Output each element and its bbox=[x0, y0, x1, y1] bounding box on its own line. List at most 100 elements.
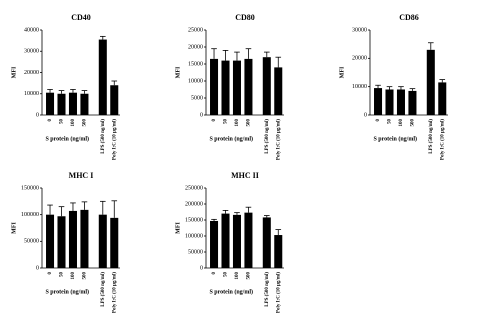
x-tick-label: LPS (500 ng/ml) bbox=[101, 119, 106, 154]
x-tick-label: 0 bbox=[48, 119, 53, 122]
bar bbox=[68, 92, 77, 115]
bar bbox=[46, 214, 55, 268]
x-tick-label: Poly I:C (10 µg/ml) bbox=[112, 272, 117, 313]
bar bbox=[221, 213, 230, 268]
y-tick-label: 20000 bbox=[188, 44, 203, 50]
bar bbox=[396, 89, 405, 115]
x-tick-label: 50 bbox=[224, 272, 229, 278]
bar bbox=[385, 89, 394, 115]
x-tick-label: 100 bbox=[235, 119, 240, 127]
bar bbox=[426, 49, 435, 116]
x-tick-label: 0 bbox=[376, 119, 381, 122]
y-tick-label: 20000 bbox=[352, 56, 367, 62]
x-tick-label: LPS (500 ng/ml) bbox=[429, 119, 434, 154]
x-tick-label: 50 bbox=[388, 119, 393, 125]
bar bbox=[374, 88, 383, 115]
x-axis-label: S protein (ng/ml) bbox=[45, 135, 89, 142]
x-axis-label: S protein (ng/ml) bbox=[209, 288, 253, 295]
bar bbox=[438, 82, 447, 115]
x-tick-label: 500 bbox=[411, 119, 416, 127]
y-tick-label: 200000 bbox=[185, 201, 203, 207]
x-tick-label: Poly I:C (10 µg/ml) bbox=[276, 119, 281, 160]
bar bbox=[244, 58, 253, 115]
x-tick-label: 100 bbox=[399, 119, 404, 127]
x-tick-label: 50 bbox=[60, 119, 65, 125]
bar bbox=[232, 60, 241, 115]
chart-title: CD86 bbox=[399, 13, 419, 22]
bar bbox=[110, 85, 119, 115]
y-tick-label: 0 bbox=[36, 112, 39, 118]
y-axis-label: MFI bbox=[339, 66, 345, 78]
y-tick-label: 50000 bbox=[24, 239, 39, 245]
y-tick-label: 150000 bbox=[21, 185, 39, 191]
x-tick-label: 500 bbox=[83, 119, 88, 127]
x-tick-label: LPS (500 ng/ml) bbox=[265, 272, 270, 307]
y-tick-label: 0 bbox=[200, 265, 203, 271]
y-tick-label: 10000 bbox=[188, 78, 203, 84]
y-tick-label: 10000 bbox=[24, 91, 39, 97]
bar bbox=[262, 217, 271, 268]
y-tick-label: 150000 bbox=[185, 217, 203, 223]
x-tick-label: Poly I:C (10 µg/ml) bbox=[276, 272, 281, 313]
y-tick-label: 0 bbox=[36, 265, 39, 271]
y-axis-label: MFI bbox=[11, 222, 17, 234]
y-tick-label: 100000 bbox=[21, 212, 39, 218]
bar bbox=[80, 209, 89, 268]
y-tick-label: 50000 bbox=[188, 249, 203, 255]
bar bbox=[98, 214, 107, 268]
chart-title: CD40 bbox=[71, 13, 91, 22]
bar bbox=[232, 214, 241, 268]
y-tick-label: 10000 bbox=[352, 84, 367, 90]
bar bbox=[210, 58, 219, 115]
y-tick-label: 20000 bbox=[24, 70, 39, 76]
x-tick-label: LPS (500 ng/ml) bbox=[265, 119, 270, 154]
y-tick-label: 250000 bbox=[185, 185, 203, 191]
x-tick-label: 100 bbox=[71, 272, 76, 280]
y-tick-label: 100000 bbox=[185, 233, 203, 239]
bar bbox=[46, 92, 55, 115]
x-tick-label: 0 bbox=[48, 272, 53, 275]
y-tick-label: 15000 bbox=[188, 61, 203, 67]
y-tick-label: 25000 bbox=[188, 27, 203, 33]
y-tick-label: 0 bbox=[200, 112, 203, 118]
bar bbox=[408, 90, 417, 115]
y-tick-label: 5000 bbox=[191, 95, 203, 101]
x-axis-label: S protein (ng/ml) bbox=[45, 288, 89, 295]
y-axis-label: MFI bbox=[11, 66, 17, 78]
x-tick-label: 0 bbox=[212, 119, 217, 122]
x-axis-label: S protein (ng/ml) bbox=[373, 135, 417, 142]
bar bbox=[274, 235, 283, 268]
bar bbox=[274, 67, 283, 115]
bar bbox=[210, 220, 219, 268]
x-tick-label: 0 bbox=[212, 272, 217, 275]
y-tick-label: 30000 bbox=[352, 27, 367, 33]
x-tick-label: 50 bbox=[60, 272, 65, 278]
y-tick-label: 30000 bbox=[24, 49, 39, 55]
x-tick-label: 50 bbox=[224, 119, 229, 125]
chart-title: CD80 bbox=[235, 13, 255, 22]
bar bbox=[68, 210, 77, 268]
y-tick-label: 40000 bbox=[24, 27, 39, 33]
x-tick-label: 500 bbox=[247, 119, 252, 127]
bar bbox=[110, 217, 119, 268]
y-axis-label: MFI bbox=[175, 222, 181, 234]
chart-title: MHC I bbox=[69, 171, 94, 180]
y-axis-label: MFI bbox=[175, 66, 181, 78]
x-tick-label: 100 bbox=[235, 272, 240, 280]
x-tick-label: 500 bbox=[83, 272, 88, 280]
bar bbox=[57, 216, 66, 268]
x-tick-label: 500 bbox=[247, 272, 252, 280]
bar bbox=[80, 93, 89, 115]
x-tick-label: Poly I:C (10 µg/ml) bbox=[440, 119, 445, 160]
x-tick-label: Poly I:C (10 µg/ml) bbox=[112, 119, 117, 160]
x-tick-label: 100 bbox=[71, 119, 76, 127]
x-axis-label: S protein (ng/ml) bbox=[209, 135, 253, 142]
chart-title: MHC II bbox=[231, 171, 259, 180]
bar bbox=[98, 39, 107, 115]
x-tick-label: LPS (500 ng/ml) bbox=[101, 272, 106, 307]
bar bbox=[57, 93, 66, 115]
y-tick-label: 0 bbox=[364, 112, 367, 118]
bar bbox=[221, 60, 230, 115]
